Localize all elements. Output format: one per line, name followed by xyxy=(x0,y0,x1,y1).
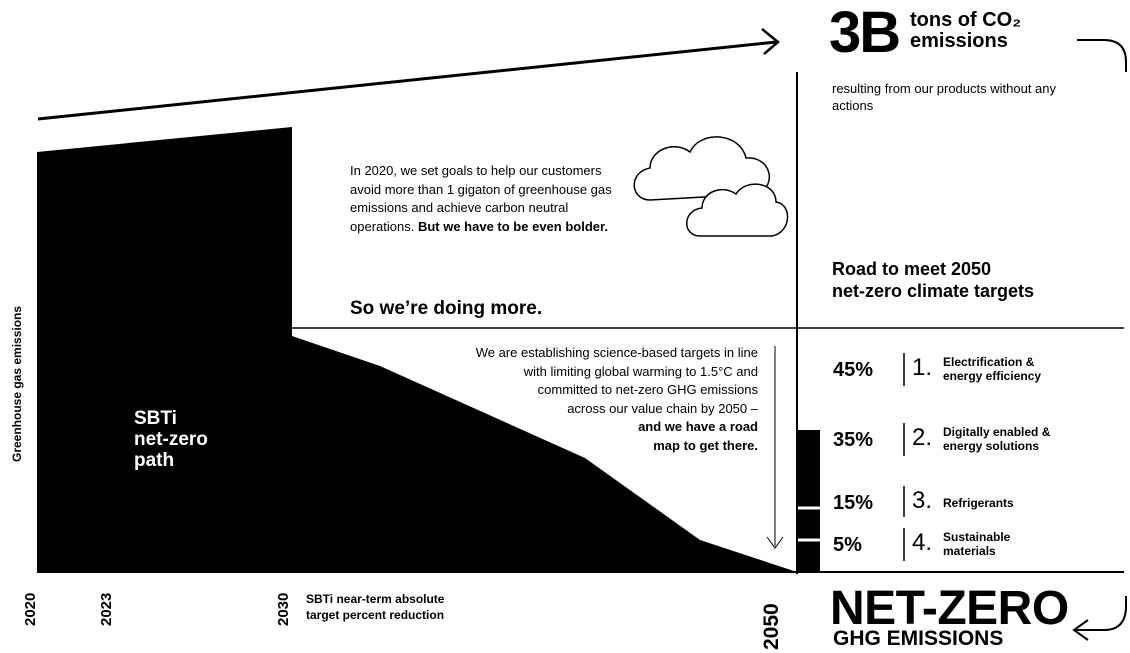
bau-trend-arrow-head xyxy=(761,28,780,55)
year-2050: 2050 xyxy=(760,603,783,650)
sbti-line-5: and we have a road xyxy=(638,419,758,435)
near-term-line-1: SBTi near-term absolute xyxy=(306,592,445,606)
year-2023: 2023 xyxy=(98,592,115,626)
sbti-line-2: with limiting global warming to 1.5°C an… xyxy=(523,363,758,379)
breakdown-label-4-line-2: materials xyxy=(943,544,996,558)
breakdown-label-1: Electrification & energy efficiency xyxy=(943,355,1041,383)
breakdown-label-4-line-1: Sustainable xyxy=(943,530,1011,544)
breakdown-number-1: 1. xyxy=(912,354,933,381)
y-axis-label: Greenhouse gas emissions xyxy=(10,305,24,462)
breakdown-label-3: Refrigerants xyxy=(943,496,1014,510)
sbti-line-6: map to get there. xyxy=(653,437,758,453)
sbti-net-zero-path-area xyxy=(37,127,797,572)
cloud-icon-small xyxy=(686,183,789,237)
breakdown-label-2-line-1: Digitally enabled & xyxy=(943,425,1051,439)
breakdown-label-2: Digitally enabled & energy solutions xyxy=(943,425,1050,453)
breakdown-label-4: Sustainable materials xyxy=(943,530,1010,558)
top-bracket-arrow xyxy=(1077,39,1127,72)
breakdown-percent-1: 45% xyxy=(833,359,874,381)
reduction-arrow-head xyxy=(766,536,784,549)
path-label-line-1: SBTi xyxy=(134,408,177,429)
unit-line-1: tons of CO₂ xyxy=(910,9,1022,31)
breakdown-label-1-line-2: energy efficiency xyxy=(943,369,1042,383)
header-description: resulting from our products without any … xyxy=(832,81,1056,113)
bau-trend-arrow-line xyxy=(37,40,777,121)
unit-line-2: emissions xyxy=(910,30,1008,52)
intro-text: In 2020, we set goals to help our custom… xyxy=(350,162,620,236)
year-2030: 2030 xyxy=(275,592,292,626)
breakdown-percent-4: 5% xyxy=(833,534,862,556)
cloud-icon xyxy=(633,136,770,201)
sbti-line-4: across our value chain by 2050 – xyxy=(567,400,758,416)
breakdown-number-3: 3. xyxy=(912,487,933,514)
path-label-line-2: net-zero xyxy=(134,429,208,450)
intro-paragraph: In 2020, we set goals to help our custom… xyxy=(350,163,612,234)
breakdown-number-2: 2. xyxy=(912,424,933,451)
near-term-line-2: target percent reduction xyxy=(306,608,445,622)
sbti-line-1: We are establishing science-based target… xyxy=(475,345,758,360)
intro-bold-line: But we have to be even bolder. xyxy=(417,218,608,234)
path-label: SBTi net-zero path xyxy=(134,408,208,471)
sbti-line-3: committed to net-zero GHG emissions xyxy=(537,382,758,398)
breakdown-percent-3: 15% xyxy=(833,492,874,514)
path-label-line-3: path xyxy=(134,450,175,471)
road-title-line-2: net-zero climate targets xyxy=(832,281,1035,301)
ghg-emissions-title: GHG EMISSIONS xyxy=(833,627,1004,650)
bottom-bracket-arrow xyxy=(1074,596,1127,631)
intro-headline: So we’re doing more. xyxy=(350,298,543,319)
near-term-label: SBTi near-term absolute target percent r… xyxy=(306,591,444,623)
road-title: Road to meet 2050 net-zero climate targe… xyxy=(832,258,1092,302)
breakdown-stacked-bar xyxy=(798,430,820,572)
bottom-arrow-head xyxy=(1072,619,1089,641)
breakdown-percent-2: 35% xyxy=(833,429,874,451)
sbti-description: We are establishing science-based target… xyxy=(360,344,758,456)
net-zero-title: NET-ZERO xyxy=(830,582,1069,635)
big-number: 3B xyxy=(829,0,901,65)
unit-label: tons of CO₂ emissions xyxy=(910,10,1070,52)
breakdown-label-1-line-1: Electrification & xyxy=(943,355,1035,369)
breakdown-number-4: 4. xyxy=(912,529,933,556)
breakdown-label-2-line-2: energy solutions xyxy=(943,439,1040,453)
breakdown-label-3-line-1: Refrigerants xyxy=(943,496,1014,510)
year-2020: 2020 xyxy=(22,592,39,626)
road-title-line-1: Road to meet 2050 xyxy=(832,259,992,279)
